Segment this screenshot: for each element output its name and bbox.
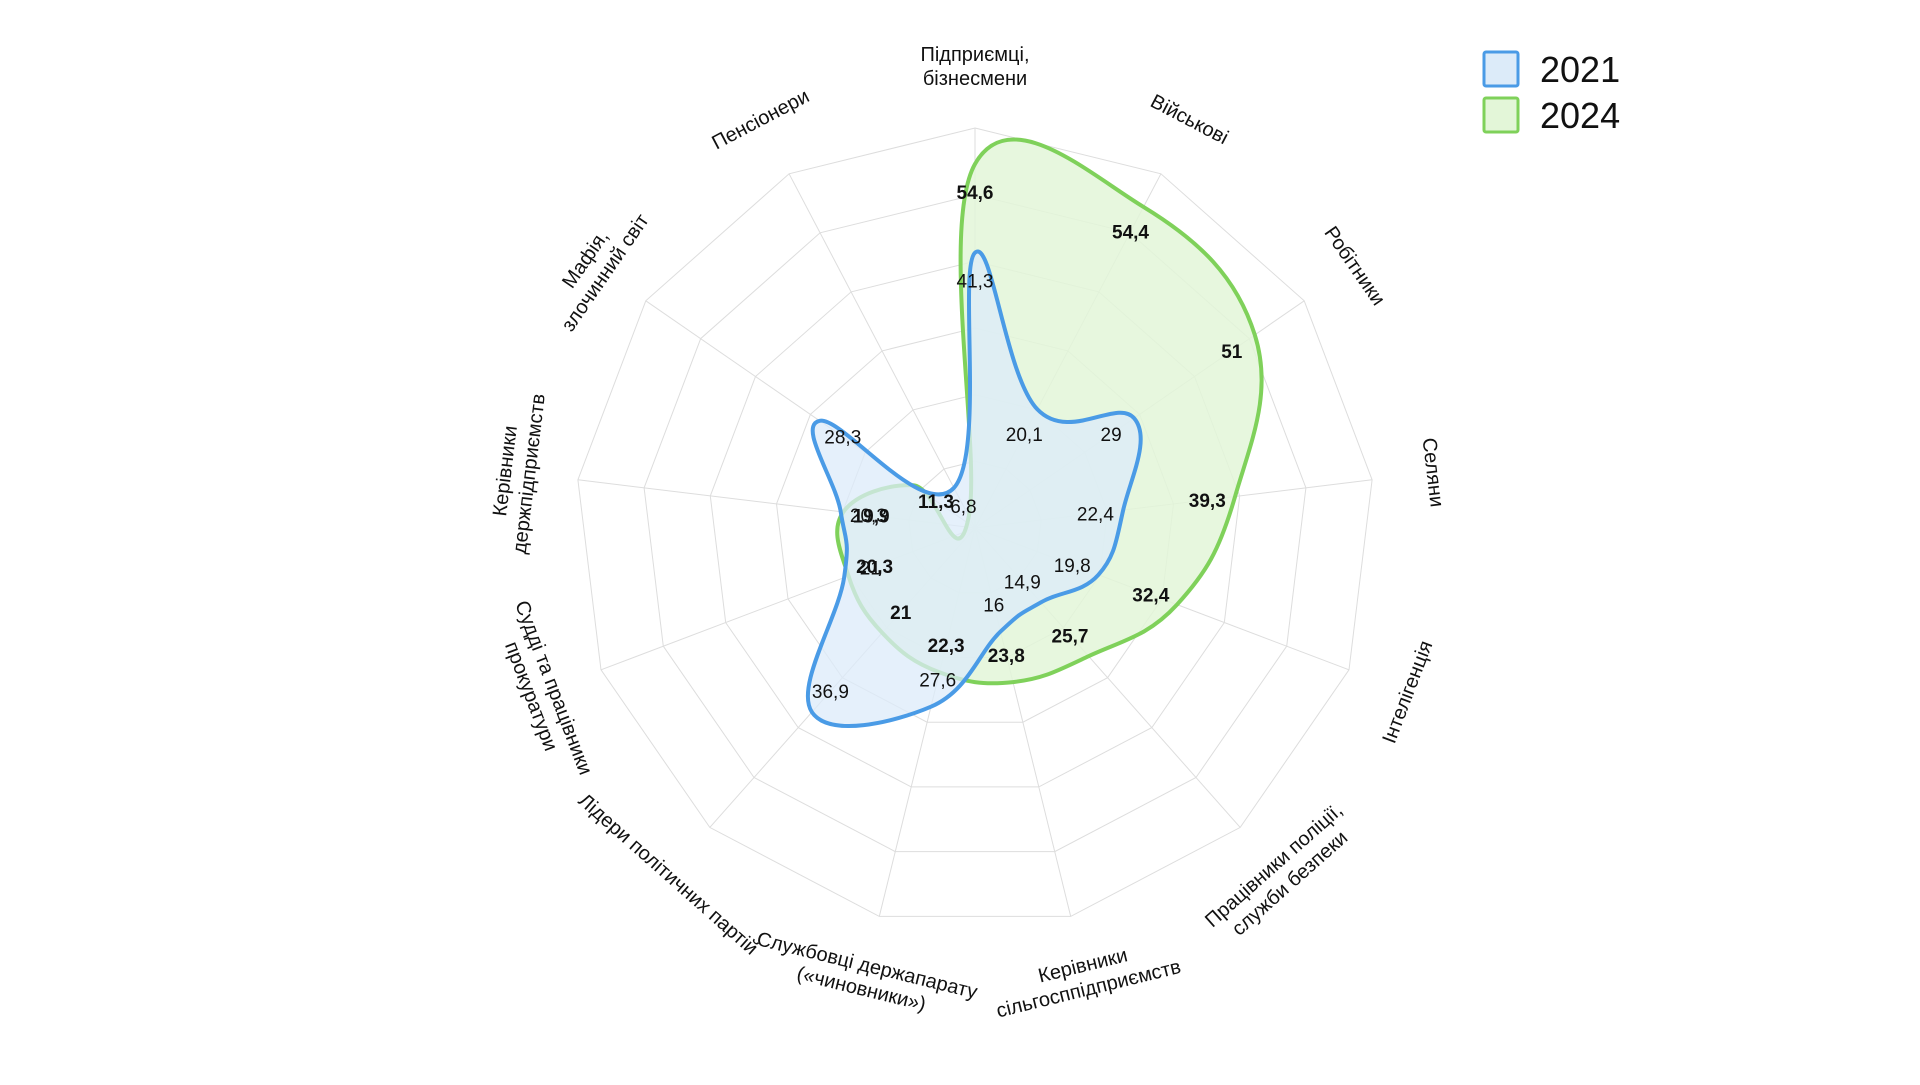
value-label-2021: 28,3 (824, 428, 861, 449)
legend-swatch (1482, 50, 1520, 88)
value-label-2021: 14,9 (1004, 572, 1041, 593)
category-label: Військові (1147, 90, 1232, 149)
category-label-line: Робітники (1320, 223, 1390, 310)
category-label: Працівники поліції,служби безпеки (1201, 799, 1352, 940)
legend-swatch (1482, 96, 1520, 134)
series-layer (805, 137, 1264, 728)
value-label-2021: 20,1 (1006, 425, 1043, 446)
value-label-2024: 54,4 (1112, 223, 1149, 244)
category-label: Мафія,злочинний світ (557, 210, 653, 336)
value-label-2024: 21 (890, 603, 912, 624)
category-label-line: бізнесмени (923, 68, 1027, 90)
value-label-2021: 6,8 (950, 497, 976, 518)
category-label-line: Військові (1147, 90, 1232, 149)
category-label-line: Пенсіонери (708, 85, 813, 154)
category-label: Лідери політичних партій (574, 790, 762, 960)
legend[interactable]: 2021 2024 (1482, 49, 1620, 136)
value-label-2024: 51 (1221, 342, 1243, 363)
series-area-2021 (805, 249, 1143, 728)
value-label-2021: 41,3 (957, 272, 994, 293)
value-label-2021: 36,9 (812, 682, 849, 703)
value-label-2021: 22,4 (1077, 504, 1114, 525)
category-label: Робітники (1320, 223, 1390, 310)
category-label: Пенсіонери (708, 85, 813, 154)
legend-label: 2021 (1540, 49, 1620, 90)
category-label: Селяни (1418, 437, 1448, 509)
grid-ring (577, 127, 1373, 917)
value-label-2024: 19,9 (853, 506, 890, 527)
legend-item-2021[interactable]: 2021 (1482, 49, 1620, 90)
legend-label: 2024 (1540, 95, 1620, 136)
grid-spoke (788, 173, 976, 529)
category-label: Інтелігенція (1378, 638, 1437, 747)
category-label-line: Підприємці, (920, 44, 1029, 66)
value-label-layer: 41,320,1 2922,419,814,91627,636,92120,328… (812, 183, 1243, 703)
value-label-2024: 25,7 (1052, 626, 1089, 647)
legend-item-2024[interactable]: 2024 (1482, 95, 1620, 136)
value-label-2021: 16 (983, 595, 1004, 616)
value-label-2021: 29 (1101, 425, 1122, 446)
category-label-line: Інтелігенція (1378, 638, 1437, 747)
value-label-2024: 39,3 (1189, 491, 1226, 512)
category-label: Службовці держапарату(«чиновники») (755, 928, 980, 1015)
category-label-line: Селяни (1418, 437, 1448, 509)
value-label-2024: 11,3 (918, 492, 954, 513)
value-label-2024: 23,8 (988, 646, 1025, 667)
value-label-2021: 19,8 (1054, 556, 1091, 577)
category-label-line: Лідери політичних партій (574, 790, 762, 960)
category-label: Підприємці,бізнесмени (920, 44, 1029, 90)
value-label-2021: 21 (860, 559, 881, 580)
value-label-2024: 20,3 (856, 557, 893, 578)
value-label-2021: 20,3 (850, 506, 887, 527)
value-label-2024: 22,3 (928, 636, 965, 657)
value-label-2021: 27,6 (919, 671, 956, 692)
value-label-2024: 54,6 (957, 183, 994, 204)
value-label-2024: 32,4 (1132, 586, 1169, 607)
